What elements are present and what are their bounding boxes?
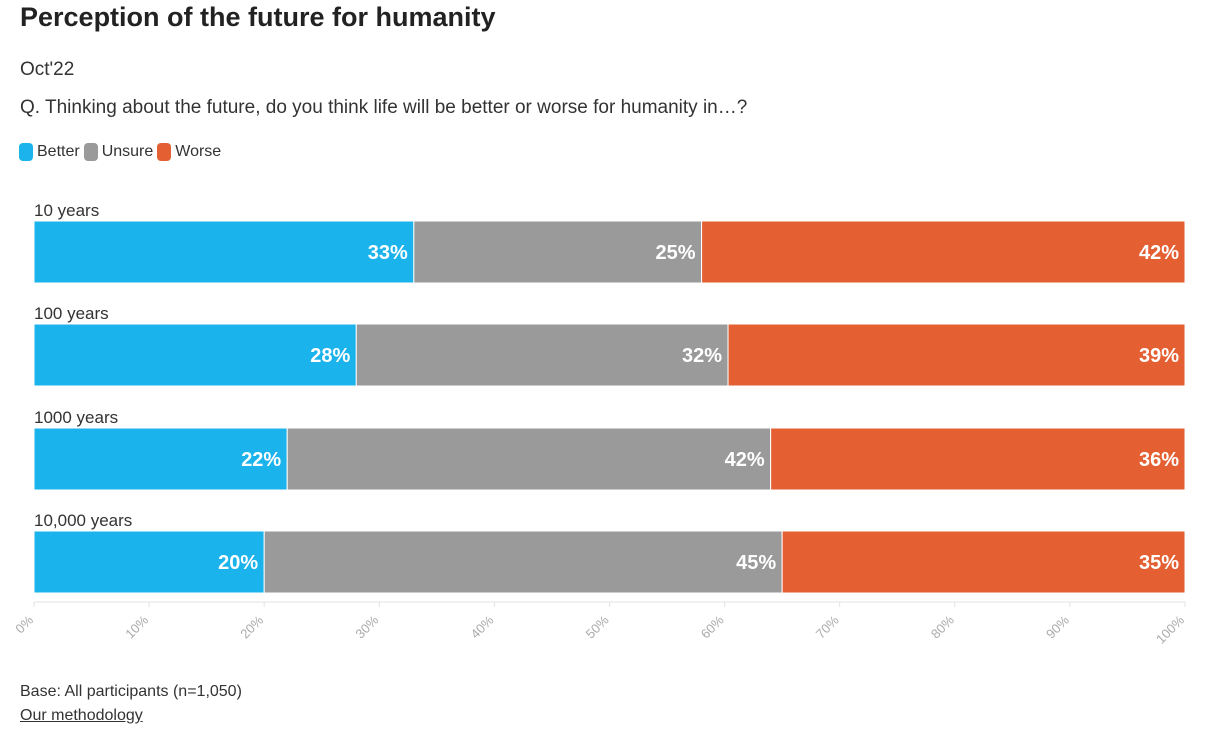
bar-worse: [770, 427, 1186, 491]
data-label: 42%: [725, 449, 765, 471]
category-label: 10,000 years: [34, 511, 132, 530]
legend-item-unsure: Unsure: [83, 143, 154, 161]
bar-unsure: [263, 530, 783, 594]
x-tick-label: 10%: [122, 612, 151, 641]
stacked-bar-chart: 10 years 33% 25% 42% 100 years 28% 32% 39% 1000 …: [12, 201, 1187, 647]
legend-item-better: Better: [19, 143, 80, 161]
survey-question: Q. Thinking about the future, do you thi…: [20, 97, 748, 118]
x-tick-label: 100%: [1153, 612, 1187, 646]
data-label: 35%: [1139, 552, 1179, 574]
bar-better: [33, 530, 265, 594]
data-label: 32%: [682, 345, 722, 367]
data-label: 25%: [656, 242, 696, 264]
bar-worse: [781, 530, 1186, 594]
x-tick-label: 50%: [583, 612, 612, 641]
data-label: 28%: [310, 345, 350, 367]
data-label: 39%: [1139, 345, 1179, 367]
chart-title: Perception of the future for humanity: [20, 2, 496, 32]
data-label: 20%: [218, 552, 258, 574]
data-label: 42%: [1139, 242, 1179, 264]
x-tick-label: 0%: [12, 612, 36, 636]
data-label: 45%: [736, 552, 776, 574]
x-tick-label: 20%: [237, 612, 266, 641]
data-label: 33%: [368, 242, 408, 264]
x-tick-label: 70%: [813, 612, 842, 641]
chart-subtitle-date: Oct'22: [20, 59, 75, 80]
bar-unsure: [286, 427, 772, 491]
x-tick-label: 40%: [468, 612, 497, 641]
bar-unsure: [355, 323, 729, 387]
bar-worse: [701, 220, 1186, 284]
footer-base-note: Base: All participants (n=1,050): [20, 683, 242, 700]
bar-better: [33, 427, 288, 491]
methodology-link[interactable]: Our methodology: [20, 707, 143, 724]
legend-item-worse: Worse: [157, 143, 221, 161]
bar-worse: [727, 323, 1186, 387]
data-label: 36%: [1139, 449, 1179, 471]
legend-swatch-better: [19, 143, 33, 161]
x-tick-label: 80%: [928, 612, 957, 641]
x-tick-label: 30%: [352, 612, 381, 641]
legend-label-better: Better: [37, 143, 80, 160]
category-label: 10 years: [34, 201, 99, 220]
legend-label-worse: Worse: [175, 143, 222, 160]
x-tick-label: 60%: [698, 612, 727, 641]
legend-swatch-worse: [157, 143, 172, 161]
x-tick-label: 90%: [1043, 612, 1072, 641]
chart-legend: Better Unsure Worse: [19, 143, 225, 161]
bar-better: [33, 323, 357, 387]
bar-unsure: [413, 220, 703, 284]
category-label: 1000 years: [34, 408, 118, 427]
category-label: 100 years: [34, 304, 109, 323]
bar-better: [33, 220, 415, 284]
legend-label-unsure: Unsure: [101, 143, 154, 160]
legend-swatch-unsure: [83, 143, 98, 161]
data-label: 22%: [241, 449, 281, 471]
